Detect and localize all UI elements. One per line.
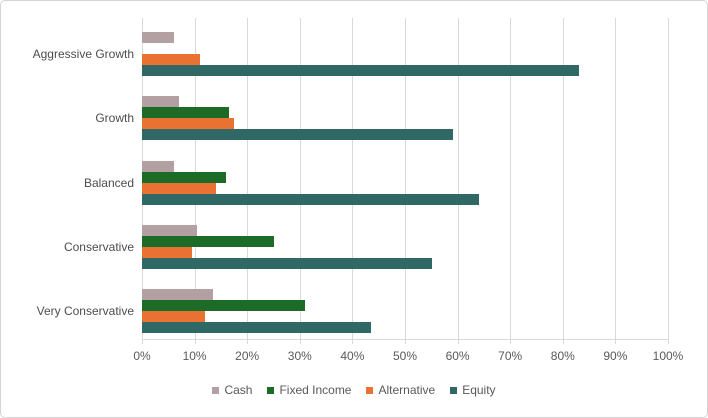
bar-group-balanced [142,160,669,205]
x-tick-label-60%: 60% [445,349,470,363]
x-tick-label-20%: 20% [235,349,260,363]
gridline-90% [615,18,617,340]
category-label-balanced: Balanced [83,175,134,190]
x-tick-label-50%: 50% [392,349,418,363]
x-tick-label-10%: 10% [182,349,207,363]
bar-alternative [142,246,193,258]
bar-equity [142,65,580,76]
tick-mark-0% [142,340,143,344]
bar-group-very-conservative [142,289,669,334]
legend-label: Alternative [378,383,436,397]
bar-group-aggressive-growth [142,32,669,76]
bar-cash [142,160,174,172]
bar-fixed-income [142,107,229,119]
tick-mark-50% [405,340,406,344]
gridline-20% [247,18,249,340]
bar-equity [142,129,453,141]
bar-equity [142,322,372,334]
tick-mark-60% [457,340,459,344]
gridline-40% [352,18,354,340]
bar-cash [142,32,174,43]
tick-mark-80% [562,340,564,344]
legend-item-equity: Equity [450,383,496,397]
legend-swatch-icon [450,386,458,394]
legend-item-alternative: Alternative [366,383,435,397]
legend-label: Fixed Income [279,383,352,397]
chart-legend: Cash Fixed Income Alternative Equity [1,381,707,399]
bar-equity [142,193,480,205]
bar-cash [142,224,198,236]
bar-alternative [142,182,216,194]
bar-group-conservative [142,224,669,269]
category-label-very-conservative: Very Conservative [36,304,134,319]
legend-swatch-icon [366,386,374,394]
gridline-70% [510,18,512,340]
gridline-50% [405,18,406,340]
category-label-conservative: Conservative [63,239,134,254]
tick-mark-90% [615,340,617,344]
x-tick-label-80%: 80% [550,349,575,363]
x-axis-line [142,339,669,340]
bar-cash [142,96,179,108]
tick-mark-70% [510,340,512,344]
gridline-60% [457,18,459,340]
x-tick-label-40%: 40% [340,349,365,363]
bar-equity [142,257,432,269]
x-tick-label-90%: 90% [603,349,628,363]
tick-mark-20% [247,340,249,344]
gridline-100% [668,18,669,340]
legend-swatch-icon [267,386,275,394]
legend-label: Equity [462,383,496,397]
bar-fixed-income [142,235,274,247]
x-tick-label-0%: 0% [133,349,151,363]
legend-item-fixed-income: Fixed Income [267,383,351,397]
legend-item-cash: Cash [212,383,252,397]
bar-alternative [142,54,200,65]
bar-alternative [142,311,206,323]
plot-area [142,18,669,340]
x-tick-label-30%: 30% [287,349,312,363]
tick-mark-100% [668,340,669,344]
bar-group-growth [142,96,669,141]
category-label-growth: Growth [95,111,134,126]
gridline-30% [299,18,301,340]
tick-mark-30% [299,340,301,344]
x-tick-label-70%: 70% [498,349,523,363]
bar-fixed-income [142,300,306,312]
bar-alternative [142,118,235,130]
bar-fixed-income [142,171,227,183]
gridline-80% [562,18,564,340]
tick-mark-40% [352,340,354,344]
legend-swatch-icon [212,386,220,394]
bar-cash [142,289,214,301]
category-label-aggressive-growth: Aggressive Growth [32,47,134,61]
x-tick-label-100%: 100% [652,349,684,363]
tick-mark-10% [194,340,196,344]
legend-label: Cash [224,383,253,397]
